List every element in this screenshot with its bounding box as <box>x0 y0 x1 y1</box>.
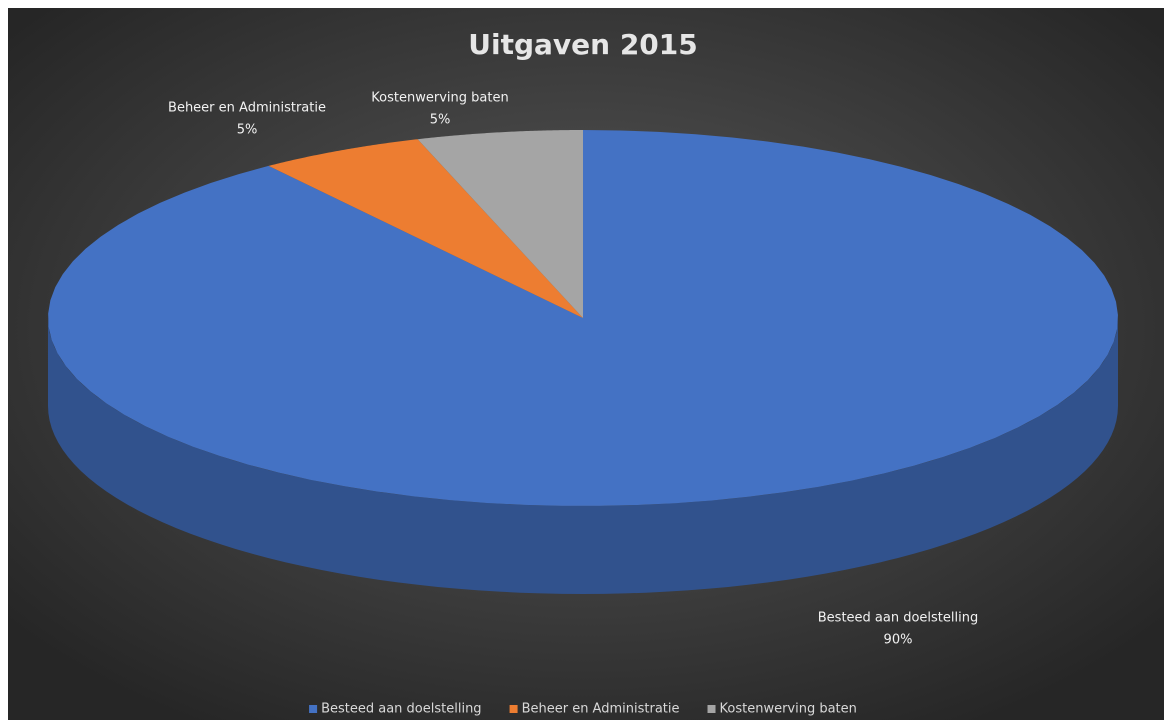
slice-side <box>48 318 1118 594</box>
data-label-name: Kostenwerving baten <box>371 91 508 106</box>
slice <box>48 130 1118 506</box>
data-label-value: 5% <box>430 113 451 128</box>
legend-swatch <box>509 705 518 713</box>
data-label-value: 5% <box>237 123 258 138</box>
data-label-name: Besteed aan doelstelling <box>818 611 978 626</box>
data-label-value: 90% <box>884 633 913 648</box>
legend-label: Beheer en Administratie <box>522 702 680 717</box>
chart-title: Uitgaven 2015 <box>468 28 698 61</box>
legend-label: Kostenwerving baten <box>720 702 857 717</box>
data-label-name: Beheer en Administratie <box>168 101 326 116</box>
legend-label: Besteed aan doelstelling <box>321 702 481 717</box>
slice <box>268 139 583 318</box>
slice <box>417 130 583 318</box>
legend-swatch <box>309 705 318 713</box>
legend-swatch <box>707 705 716 713</box>
